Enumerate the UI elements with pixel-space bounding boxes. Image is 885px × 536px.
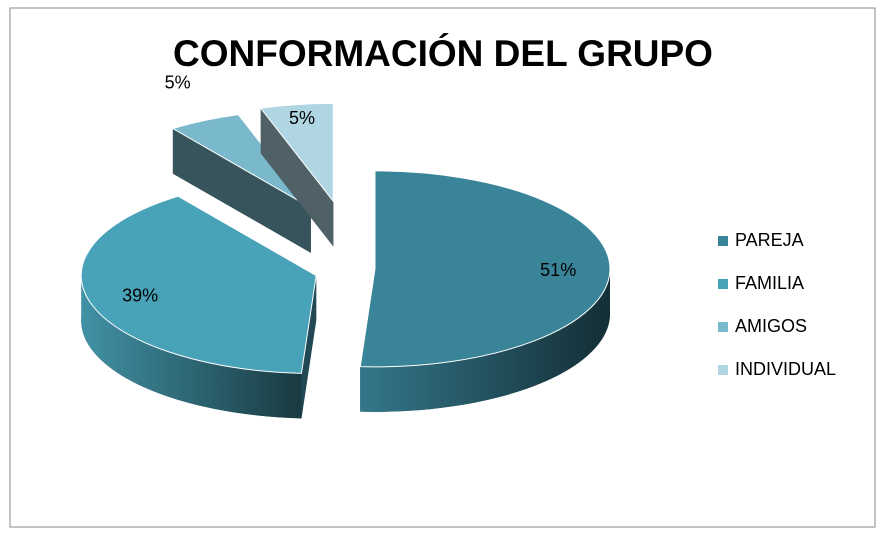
legend-label: AMIGOS bbox=[735, 316, 807, 336]
slice-side bbox=[260, 108, 334, 247]
pie-slice bbox=[359, 170, 611, 368]
slice-side bbox=[172, 128, 311, 253]
legend-label: FAMILIA bbox=[735, 273, 804, 293]
legend-swatch bbox=[718, 365, 728, 375]
slice-group bbox=[171, 114, 312, 253]
pie-slice bbox=[171, 114, 312, 209]
legend-swatch bbox=[718, 322, 728, 332]
data-label: 5% bbox=[289, 108, 315, 128]
slice-side bbox=[360, 268, 610, 412]
data-label: 51% bbox=[540, 260, 576, 280]
slice-group bbox=[80, 195, 317, 419]
slice-group bbox=[259, 102, 334, 247]
slice-group bbox=[359, 170, 611, 412]
legend-swatch bbox=[718, 236, 728, 246]
pie-slice bbox=[80, 195, 317, 374]
data-label: 39% bbox=[122, 286, 158, 306]
legend-label: INDIVIDUAL bbox=[735, 359, 836, 379]
chart-title: CONFORMACIÓN DEL GRUPO bbox=[173, 32, 713, 74]
legend-label: PAREJA bbox=[735, 230, 804, 250]
slice-side bbox=[81, 275, 302, 419]
legend-swatch bbox=[718, 279, 728, 289]
pie-slice bbox=[259, 102, 334, 203]
data-label: 5% bbox=[165, 72, 191, 92]
